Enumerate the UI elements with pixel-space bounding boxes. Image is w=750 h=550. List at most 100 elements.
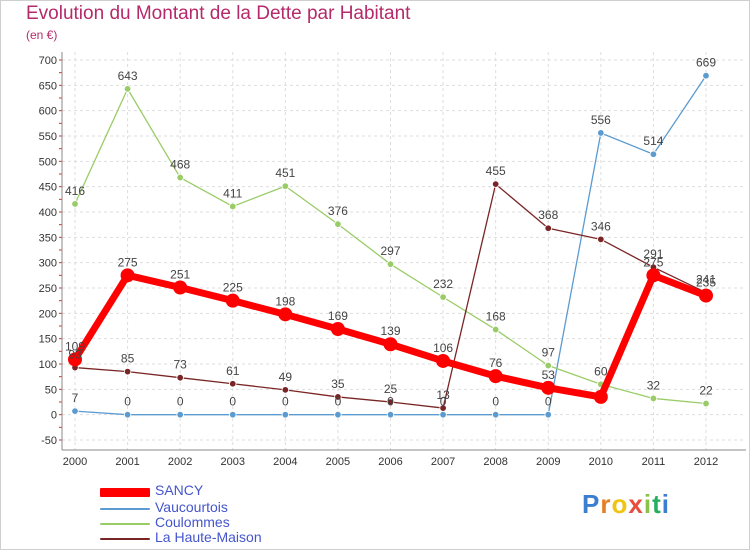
legend-swatch-vaucourtois [100,508,150,510]
data-label-vaucourtois: 0 [124,395,131,409]
data-label-la-haute-maison: 13 [436,388,450,402]
y-tick-label: 650 [39,80,57,92]
data-label-sancy: 198 [275,294,295,308]
data-point-coulommes [281,182,290,190]
data-label-coulommes: 22 [699,384,713,398]
data-point-sancy [383,337,398,352]
data-point-sancy [173,280,188,295]
y-tick-label: 100 [39,359,57,371]
data-label-la-haute-maison: 241 [696,273,716,287]
proxiti-logo: Proxiti [582,489,670,520]
data-point-la-haute-maison [123,367,132,376]
y-tick-label: 0 [51,410,57,422]
y-tick-label: 350 [39,232,57,244]
data-point-sancy [436,353,451,368]
data-point-coulommes [491,325,500,334]
data-point-la-haute-maison [439,404,447,412]
legend-swatch-sancy [100,488,150,497]
data-point-vaucourtois [176,410,184,419]
data-label-sancy: 251 [170,267,190,281]
data-point-sancy [699,288,713,303]
data-label-coulommes: 97 [542,346,556,360]
x-tick-label: 2002 [168,456,192,468]
data-label-la-haute-maison: 85 [121,352,135,366]
data-label-la-haute-maison: 73 [173,358,187,372]
data-label-sancy: 109 [65,339,85,353]
data-label-coulommes: 232 [433,277,453,291]
data-point-vaucourtois [439,410,447,419]
data-point-vaucourtois [123,410,132,419]
data-label-sancy: 225 [223,281,243,295]
data-point-coulommes [702,399,710,408]
logo-letter: P [582,489,601,519]
data-label-la-haute-maison: 346 [591,219,611,233]
data-point-sancy [541,380,556,395]
data-point-sancy [120,268,135,283]
x-tick-label: 2005 [326,456,350,468]
data-point-sancy [278,307,293,322]
data-label-la-haute-maison: 291 [643,247,663,261]
data-point-coulommes [71,200,79,208]
data-label-vaucourtois: 7 [72,391,79,405]
data-label-sancy: 53 [542,368,556,382]
x-tick-label: 2007 [431,456,455,468]
data-label-vaucourtois: 0 [282,395,289,409]
chart-subtitle: (en €) [26,28,58,42]
y-tick-label: 300 [39,258,57,270]
data-point-la-haute-maison [334,393,342,401]
data-label-la-haute-maison: 61 [226,364,240,378]
logo-letter: i [643,489,653,519]
data-label-coulommes: 60 [594,364,608,378]
data-label-la-haute-maison: 49 [279,370,293,384]
y-tick-label: 500 [39,156,57,168]
y-tick-label: 200 [39,308,57,320]
data-point-vaucourtois [544,410,552,419]
data-point-coulommes [229,202,237,211]
data-point-la-haute-maison [229,380,237,388]
data-label-la-haute-maison: 368 [538,208,558,222]
data-point-vaucourtois [649,150,658,158]
data-point-la-haute-maison [597,235,605,244]
y-tick-label: 400 [39,207,57,219]
data-label-vaucourtois: 0 [440,395,447,409]
y-tick-label: -50 [41,435,57,447]
data-point-vaucourtois [281,410,290,419]
data-point-sancy [68,352,82,367]
data-label-vaucourtois: 0 [229,395,236,409]
data-point-coulommes [649,394,658,403]
data-point-coulommes [439,293,447,301]
logo-letter: i [661,489,670,519]
data-label-coulommes: 376 [328,204,348,218]
y-tick-label: 150 [39,334,57,346]
data-label-coulommes: 168 [486,310,506,324]
x-tick-label: 2009 [536,456,560,468]
data-label-vaucourtois: 0 [387,395,394,409]
data-point-vaucourtois [71,407,79,415]
y-tick-label: 50 [45,384,57,396]
y-tick-label: 250 [39,283,57,295]
logo-letter: o [611,489,629,519]
legend-label-la-haute-maison: La Haute-Maison [155,529,262,545]
legend-swatch-la-haute-maison [100,538,150,540]
data-label-coulommes: 468 [170,158,190,172]
x-tick-label: 2000 [63,456,87,468]
data-point-la-haute-maison [176,373,184,382]
data-label-sancy: 275 [118,255,138,269]
logo-letter: r [600,489,612,519]
legend-swatch-coulommes [100,523,150,525]
data-point-vaucourtois [334,410,342,419]
x-tick-label: 2001 [115,456,139,468]
data-point-sancy [593,389,608,404]
data-point-la-haute-maison [491,180,500,188]
chart-title: Evolution du Montant de la Dette par Hab… [26,3,411,24]
data-label-la-haute-maison: 93 [68,348,82,362]
data-point-sancy [330,322,345,337]
x-tick-label: 2011 [642,456,666,468]
data-label-vaucourtois: 0 [335,395,342,409]
x-tick-label: 2004 [273,456,297,468]
legend-label-vaucourtois: Vaucourtois [155,499,228,515]
data-point-vaucourtois [597,129,605,137]
data-label-coulommes: 32 [647,378,661,392]
data-label-coulommes: 451 [275,166,295,180]
